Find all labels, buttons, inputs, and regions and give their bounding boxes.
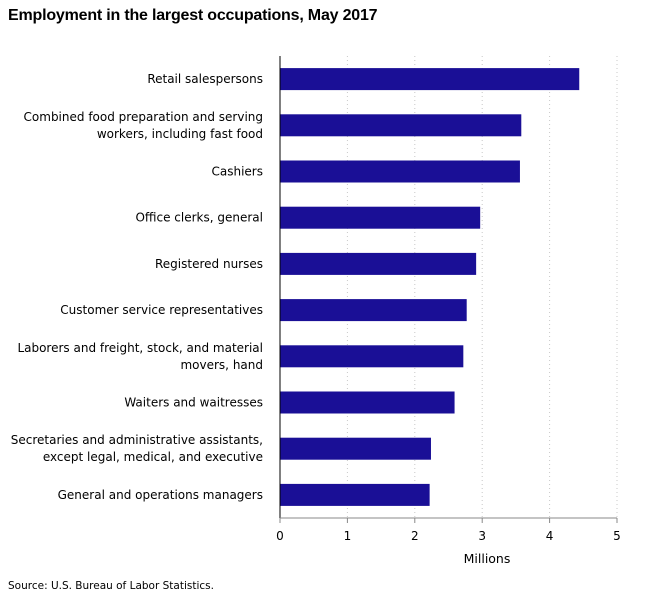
category-label: workers, including fast food — [97, 127, 263, 141]
source-note: Source: U.S. Bureau of Labor Statistics. — [8, 580, 214, 592]
category-label: Laborers and freight, stock, and materia… — [17, 341, 263, 355]
category-label: movers, hand — [180, 358, 263, 372]
category-label: Secretaries and administrative assistant… — [11, 433, 263, 447]
bar — [280, 437, 431, 460]
x-tick-label: 1 — [344, 529, 352, 543]
x-tick-label: 3 — [478, 529, 486, 543]
bar — [280, 483, 430, 506]
x-axis-title: Millions — [464, 551, 511, 566]
bar — [280, 391, 455, 414]
tick-labels: 0 1 2 3 4 5 — [276, 529, 621, 543]
category-label: General and operations managers — [58, 488, 263, 502]
category-label: except legal, medical, and executive — [43, 450, 263, 464]
bars — [280, 68, 580, 506]
bar — [280, 206, 481, 229]
axes — [279, 56, 618, 523]
chart-title: Employment in the largest occupations, M… — [8, 7, 378, 24]
category-label: Cashiers — [212, 165, 264, 179]
x-tick-label: 2 — [411, 529, 419, 543]
x-tick-label: 5 — [613, 529, 621, 543]
category-label: Registered nurses — [155, 257, 263, 271]
category-label: Combined food preparation and serving — [24, 110, 263, 124]
category-label: Waiters and waitresses — [124, 396, 263, 410]
category-label: Customer service representatives — [60, 303, 263, 317]
bar — [280, 252, 477, 275]
category-label: Office clerks, general — [135, 211, 263, 225]
bar — [280, 114, 522, 137]
bar — [280, 68, 580, 91]
category-labels: Retail salespersons Combined food prepara… — [11, 72, 263, 502]
bar — [280, 160, 520, 183]
x-tick-label: 0 — [276, 529, 284, 543]
bar — [280, 345, 464, 368]
category-label: Retail salespersons — [147, 72, 263, 86]
x-tick-label: 4 — [546, 529, 554, 543]
bar — [280, 299, 467, 322]
